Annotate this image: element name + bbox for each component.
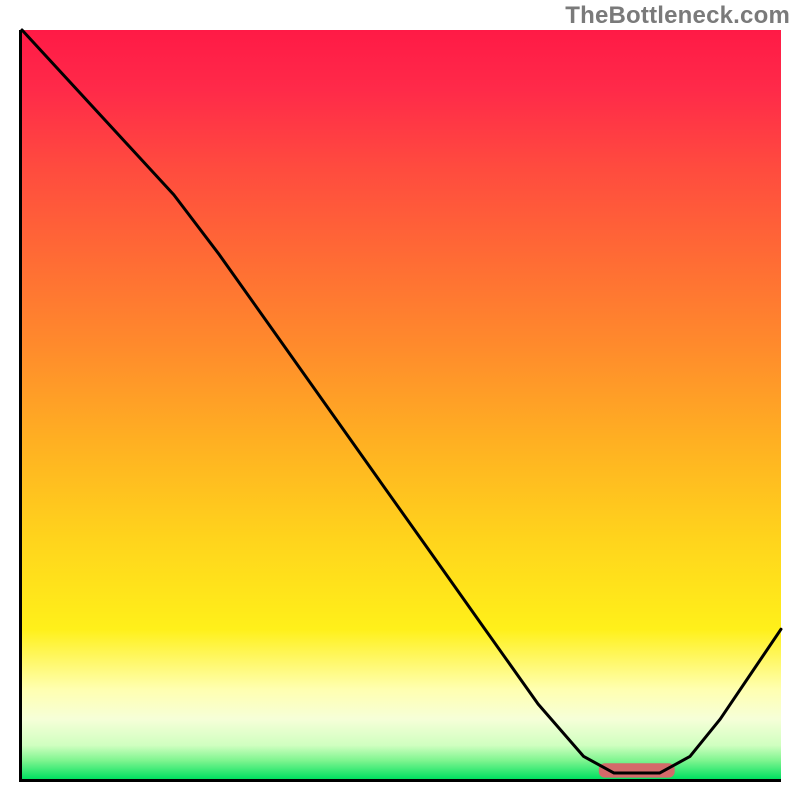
bottleneck-curve-line — [22, 30, 781, 773]
watermark-text: TheBottleneck.com — [565, 2, 790, 30]
chart-svg — [22, 30, 781, 779]
chart-plot-area — [19, 30, 781, 782]
